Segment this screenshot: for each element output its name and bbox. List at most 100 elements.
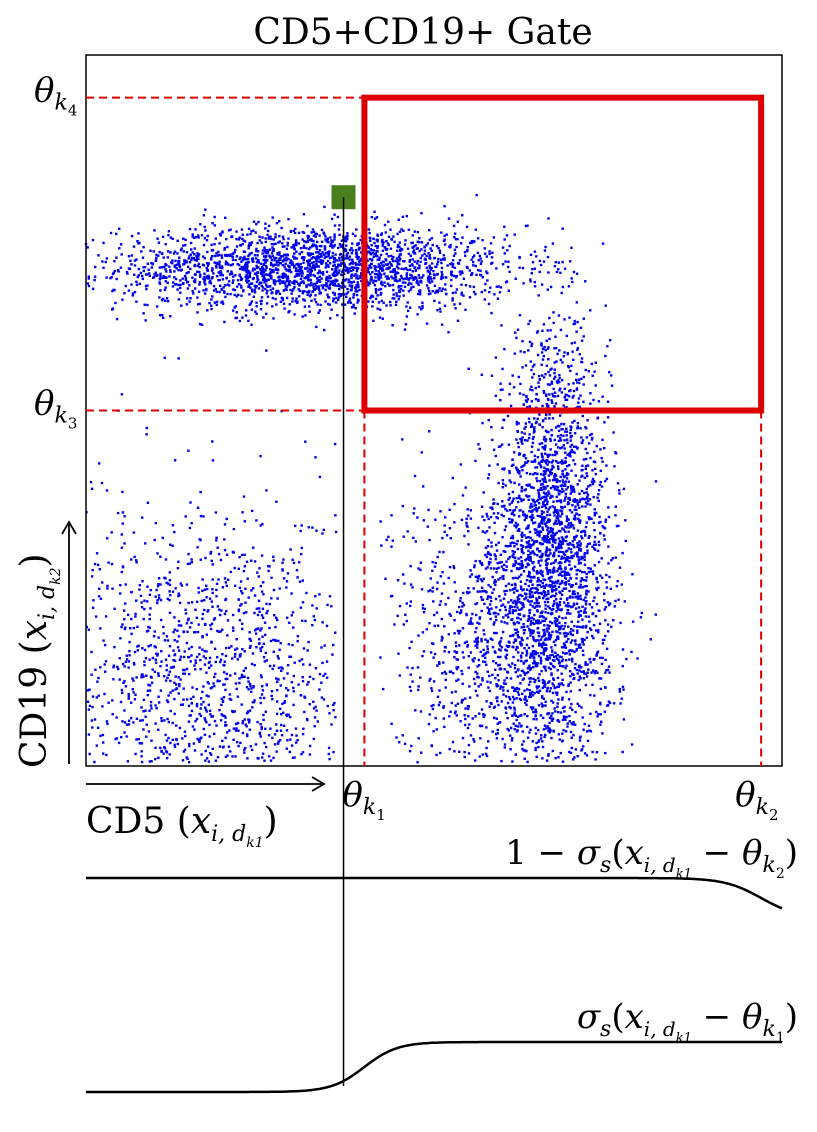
- scatter-point: [518, 266, 521, 269]
- scatter-point: [173, 250, 177, 253]
- scatter-point: [523, 534, 526, 537]
- scatter-point: [477, 685, 480, 688]
- scatter-point: [556, 653, 559, 657]
- scatter-point: [173, 270, 176, 273]
- scatter-point: [232, 309, 235, 312]
- scatter-point: [558, 615, 561, 618]
- scatter-point: [530, 272, 533, 275]
- scatter-point: [378, 256, 381, 259]
- scatter-point: [551, 749, 554, 753]
- scatter-point: [541, 581, 544, 585]
- scatter-point: [244, 314, 248, 317]
- scatter-point: [564, 581, 568, 584]
- scatter-point: [528, 433, 531, 436]
- scatter-point: [511, 499, 514, 503]
- scatter-point: [519, 350, 522, 353]
- scatter-point: [574, 662, 577, 666]
- scatter-point: [535, 506, 538, 510]
- scatter-point: [330, 244, 333, 247]
- scatter-point: [447, 650, 451, 654]
- scatter-point: [169, 270, 172, 274]
- scatter-point: [573, 490, 576, 493]
- scatter-point: [373, 284, 377, 287]
- scatter-point: [556, 702, 559, 705]
- scatter-point: [123, 292, 126, 295]
- scatter-point: [506, 249, 509, 252]
- scatter-point: [420, 279, 423, 282]
- scatter-point: [547, 605, 550, 608]
- scatter-point: [518, 528, 521, 531]
- scatter-point: [526, 625, 529, 628]
- scatter-point: [538, 374, 541, 378]
- scatter-point: [556, 517, 560, 520]
- scatter-point: [440, 289, 443, 293]
- scatter-point: [433, 624, 436, 628]
- scatter-point: [248, 283, 251, 286]
- scatter-point: [577, 558, 580, 562]
- scatter-point: [561, 698, 564, 701]
- scatter-point: [286, 241, 289, 245]
- scatter-point: [617, 489, 621, 492]
- scatter-point: [546, 484, 549, 488]
- scatter-point: [387, 255, 390, 258]
- scatter-point: [510, 739, 514, 742]
- scatter-point: [428, 281, 432, 284]
- scatter-point: [455, 245, 458, 249]
- scatter-point: [292, 229, 295, 233]
- scatter-point: [349, 301, 352, 304]
- scatter-point: [561, 469, 564, 473]
- scatter-point: [568, 560, 571, 563]
- scatter-point: [532, 473, 535, 476]
- scatter-point: [318, 275, 321, 278]
- scatter-point: [285, 256, 288, 259]
- scatter-point: [532, 656, 535, 659]
- scatter-point: [231, 263, 234, 266]
- scatter-point: [375, 254, 378, 258]
- scatter-point: [582, 677, 586, 680]
- scatter-point: [588, 729, 591, 732]
- scatter-point: [203, 275, 206, 279]
- scatter-point: [278, 251, 281, 254]
- scatter-point: [531, 708, 534, 711]
- scatter-point: [518, 256, 521, 260]
- scatter-point: [348, 258, 351, 261]
- scatter-point: [558, 621, 561, 624]
- scatter-point: [370, 244, 373, 247]
- scatter-point: [466, 249, 469, 253]
- scatter-point: [300, 265, 303, 269]
- scatter-point: [321, 287, 325, 290]
- scatter-point: [542, 716, 545, 720]
- scatter-point: [158, 266, 161, 269]
- scatter-point: [554, 346, 558, 350]
- scatter-point: [561, 462, 564, 465]
- scatter-point: [606, 345, 609, 348]
- scatter-point: [302, 258, 305, 262]
- scatter-point: [574, 474, 577, 477]
- scatter-point: [583, 552, 587, 555]
- scatter-point: [194, 228, 197, 231]
- scatter-point: [523, 689, 526, 692]
- scatter-point: [551, 495, 554, 498]
- scatter-point: [316, 240, 319, 244]
- scatter-point: [548, 727, 551, 730]
- scatter-point: [539, 473, 543, 476]
- scatter-point: [180, 304, 183, 307]
- scatter-point: [105, 276, 108, 279]
- scatter-point: [274, 280, 277, 283]
- scatter-point: [532, 551, 535, 555]
- scatter-point: [334, 278, 337, 281]
- scatter-point: [570, 722, 573, 725]
- scatter-point: [257, 259, 260, 262]
- scatter-point: [612, 619, 615, 622]
- scatter-point: [411, 246, 414, 249]
- scatter-point: [512, 497, 515, 500]
- scatter-point: [522, 393, 525, 396]
- scatter-point: [440, 617, 443, 621]
- scatter-point: [432, 730, 435, 733]
- scatter-point: [429, 589, 432, 592]
- scatter-point: [611, 557, 614, 560]
- scatter-point: [497, 285, 500, 288]
- scatter-point: [281, 245, 284, 248]
- scatter-point: [605, 581, 608, 584]
- scatter-point: [525, 593, 528, 596]
